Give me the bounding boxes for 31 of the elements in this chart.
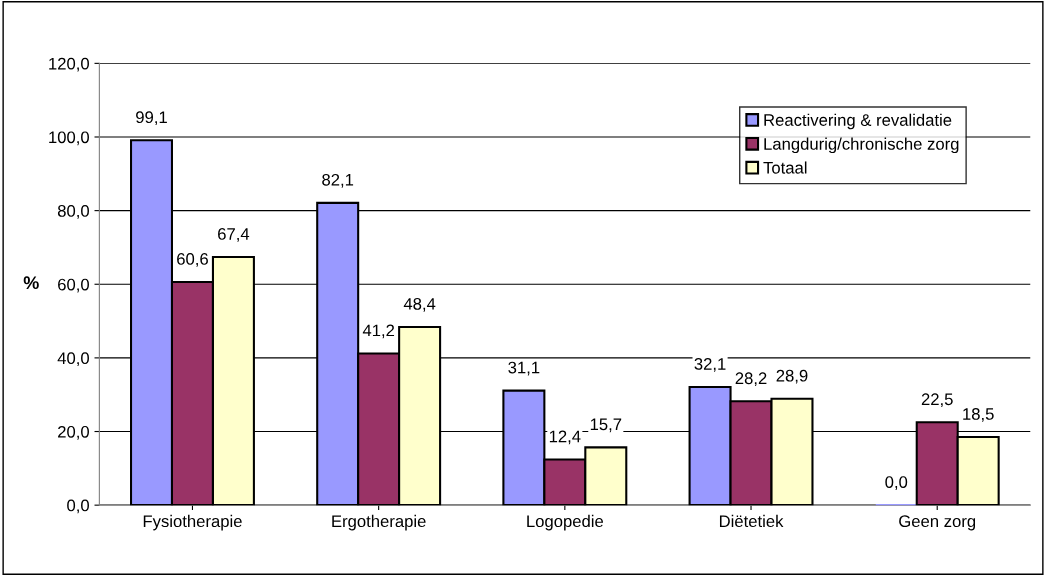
data-label: 22,5 [921,393,953,408]
data-label: 60,6 [177,253,208,267]
y-tick-label: 0,0 [67,499,89,514]
y-tick-label: 60,0 [58,278,89,293]
x-tick-label: Ergotherapie [332,514,426,531]
data-label: 28,2 [735,372,767,387]
data-label: 28,9 [776,369,808,384]
x-tick-label: Logopedie [527,514,604,531]
data-label: 99,1 [136,111,167,126]
legend-label: Totaal [763,161,807,174]
y-tick-label: 120,0 [49,57,89,72]
data-label: 41,2 [362,324,395,339]
data-label: 0,0 [885,476,908,490]
data-label: 48,4 [403,297,436,312]
y-tick-label: 80,0 [57,205,89,219]
y-tick-label: 20,0 [58,425,89,440]
x-tick-label: Fysiotherapie [143,514,242,531]
data-label: 67,4 [218,228,250,242]
data-label: 15,7 [590,418,622,433]
data-label: 12,4 [549,430,581,445]
x-tick-label: Diëtetiek [719,514,784,528]
y-tick-label: 40,0 [57,352,89,367]
y-tick-label: 100,0 [49,131,89,146]
legend-label: Langdurig/chronische zorg [764,137,959,154]
data-label: 82,1 [322,173,354,188]
data-label: 32,1 [694,357,726,372]
data-label: 31,1 [508,361,540,376]
y-axis-title: % [23,276,39,290]
legend-label: Reactivering & revalidatie [764,113,952,130]
data-label: 18,5 [963,408,994,422]
x-tick-label: Geen zorg [899,515,976,531]
